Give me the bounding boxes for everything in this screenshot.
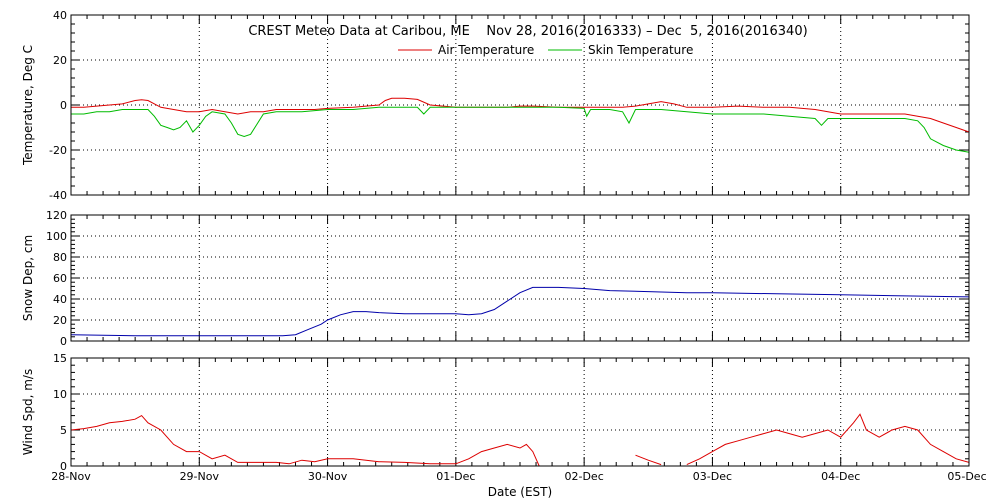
y-tick-label: 0 xyxy=(60,460,67,473)
panel-0: -40 -20 0 20 40 Temperature, Deg C xyxy=(21,9,970,202)
y-tick-label: 20 xyxy=(53,54,67,67)
series-line-2-0 xyxy=(70,413,970,467)
panel-1: 0 20 40 60 80 100 120 Snow Dep, cm xyxy=(21,209,970,348)
x-tick-label: 05-Dec xyxy=(947,470,986,483)
legend: Air Temperature Skin Temperature xyxy=(398,43,693,57)
y-axis-title: Wind Spd, m/s xyxy=(21,369,35,455)
series-line-1-0 xyxy=(70,286,970,337)
x-tick-label: 03-Dec xyxy=(693,470,732,483)
y-tick-label: 0 xyxy=(60,99,67,112)
x-tick-label: 01-Dec xyxy=(436,470,475,483)
plot-frame xyxy=(70,214,970,342)
plot-frame xyxy=(70,357,970,467)
x-tick-label: 29-Nov xyxy=(180,470,220,483)
legend-label-skin: Skin Temperature xyxy=(588,43,693,57)
y-tick-label: 10 xyxy=(53,388,67,401)
y-axis-title: Snow Dep, cm xyxy=(21,235,35,321)
y-tick-label: 40 xyxy=(53,9,67,22)
y-tick-label: -20 xyxy=(49,144,67,157)
panels: -40 -20 0 20 40 Temperature, Deg C 0 20 40 60 80 10… xyxy=(21,9,987,483)
y-tick-label: 60 xyxy=(53,272,67,285)
y-tick-label: 5 xyxy=(60,424,67,437)
plot-frame xyxy=(70,14,970,196)
y-tick-label: 80 xyxy=(53,251,67,264)
x-tick-label: 28-Nov xyxy=(51,470,91,483)
y-tick-label: 120 xyxy=(46,209,67,222)
series-line-0-1 xyxy=(71,106,970,153)
y-tick-label: 40 xyxy=(53,293,67,306)
y-axis-title: Temperature, Deg C xyxy=(21,45,35,166)
series-line-0-0 xyxy=(71,97,970,133)
x-tick-label: 04-Dec xyxy=(821,470,860,483)
y-tick-label: 0 xyxy=(60,335,67,348)
y-tick-label: -40 xyxy=(49,189,67,202)
y-tick-label: 15 xyxy=(53,352,67,365)
chart-title: CREST Meteo Data at Caribou, ME Nov 28, … xyxy=(248,24,807,39)
x-tick-label: 30-Nov xyxy=(308,470,348,483)
y-tick-label: 20 xyxy=(53,314,67,327)
x-axis-title: Date (EST) xyxy=(488,485,552,499)
legend-label-air: Air Temperature xyxy=(438,43,534,57)
panel-2: 0 5 10 15 Wind Spd, m/s xyxy=(21,352,970,473)
x-tick-label: 02-Dec xyxy=(565,470,604,483)
y-tick-label: 100 xyxy=(46,230,67,243)
